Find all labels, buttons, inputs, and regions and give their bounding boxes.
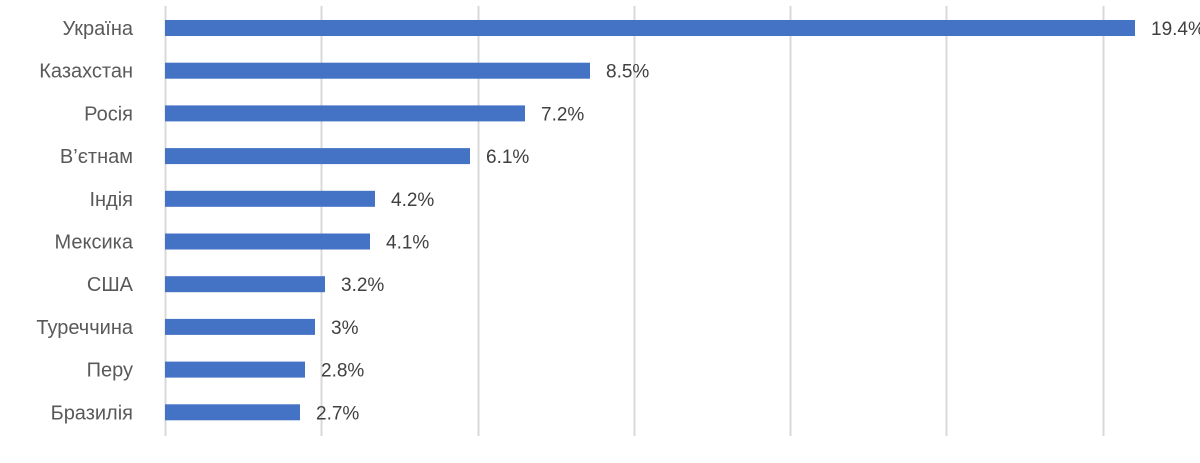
value-label-2: 7.2% <box>541 104 584 125</box>
category-labels: Україна Казахстан Росія В’єтнам Індія Мексика… <box>36 18 134 424</box>
value-label-4: 4.2% <box>391 190 434 211</box>
value-label-6: 3.2% <box>341 275 384 296</box>
bar-4 <box>165 190 375 207</box>
category-label-3: В’єтнам <box>60 146 133 168</box>
bars <box>165 20 1135 421</box>
value-label-7: 3% <box>331 318 359 339</box>
bar-9 <box>165 404 300 421</box>
category-label-4: Індія <box>89 189 133 211</box>
bar-8 <box>165 361 305 378</box>
category-label-1: Казахстан <box>39 61 133 83</box>
category-label-7: Туреччина <box>36 317 134 339</box>
value-label-8: 2.8% <box>321 361 364 382</box>
category-label-6: США <box>87 274 134 296</box>
value-label-0: 19.4% <box>1151 19 1200 40</box>
bar-2 <box>165 105 525 122</box>
bar-5 <box>165 233 370 250</box>
value-label-1: 8.5% <box>606 62 649 83</box>
bar-7 <box>165 318 315 335</box>
category-label-2: Росія <box>84 103 133 125</box>
category-label-5: Мексика <box>55 232 134 254</box>
value-labels: 19.4% 8.5% 7.2% 6.1% 4.2% 4.1%3.2% 3% 2.8% 2.7% <box>316 19 1200 424</box>
bar-3 <box>165 148 470 165</box>
value-label-9: 2.7% <box>316 403 359 424</box>
category-label-0: Україна <box>62 18 133 40</box>
bar-1 <box>165 62 590 79</box>
bar-6 <box>165 276 325 293</box>
bar-0 <box>165 20 1135 36</box>
category-label-8: Перу <box>87 360 133 382</box>
value-label-5: 4.1% <box>386 233 429 254</box>
category-label-9: Бразилія <box>51 402 133 424</box>
value-label-3: 6.1% <box>486 147 529 168</box>
